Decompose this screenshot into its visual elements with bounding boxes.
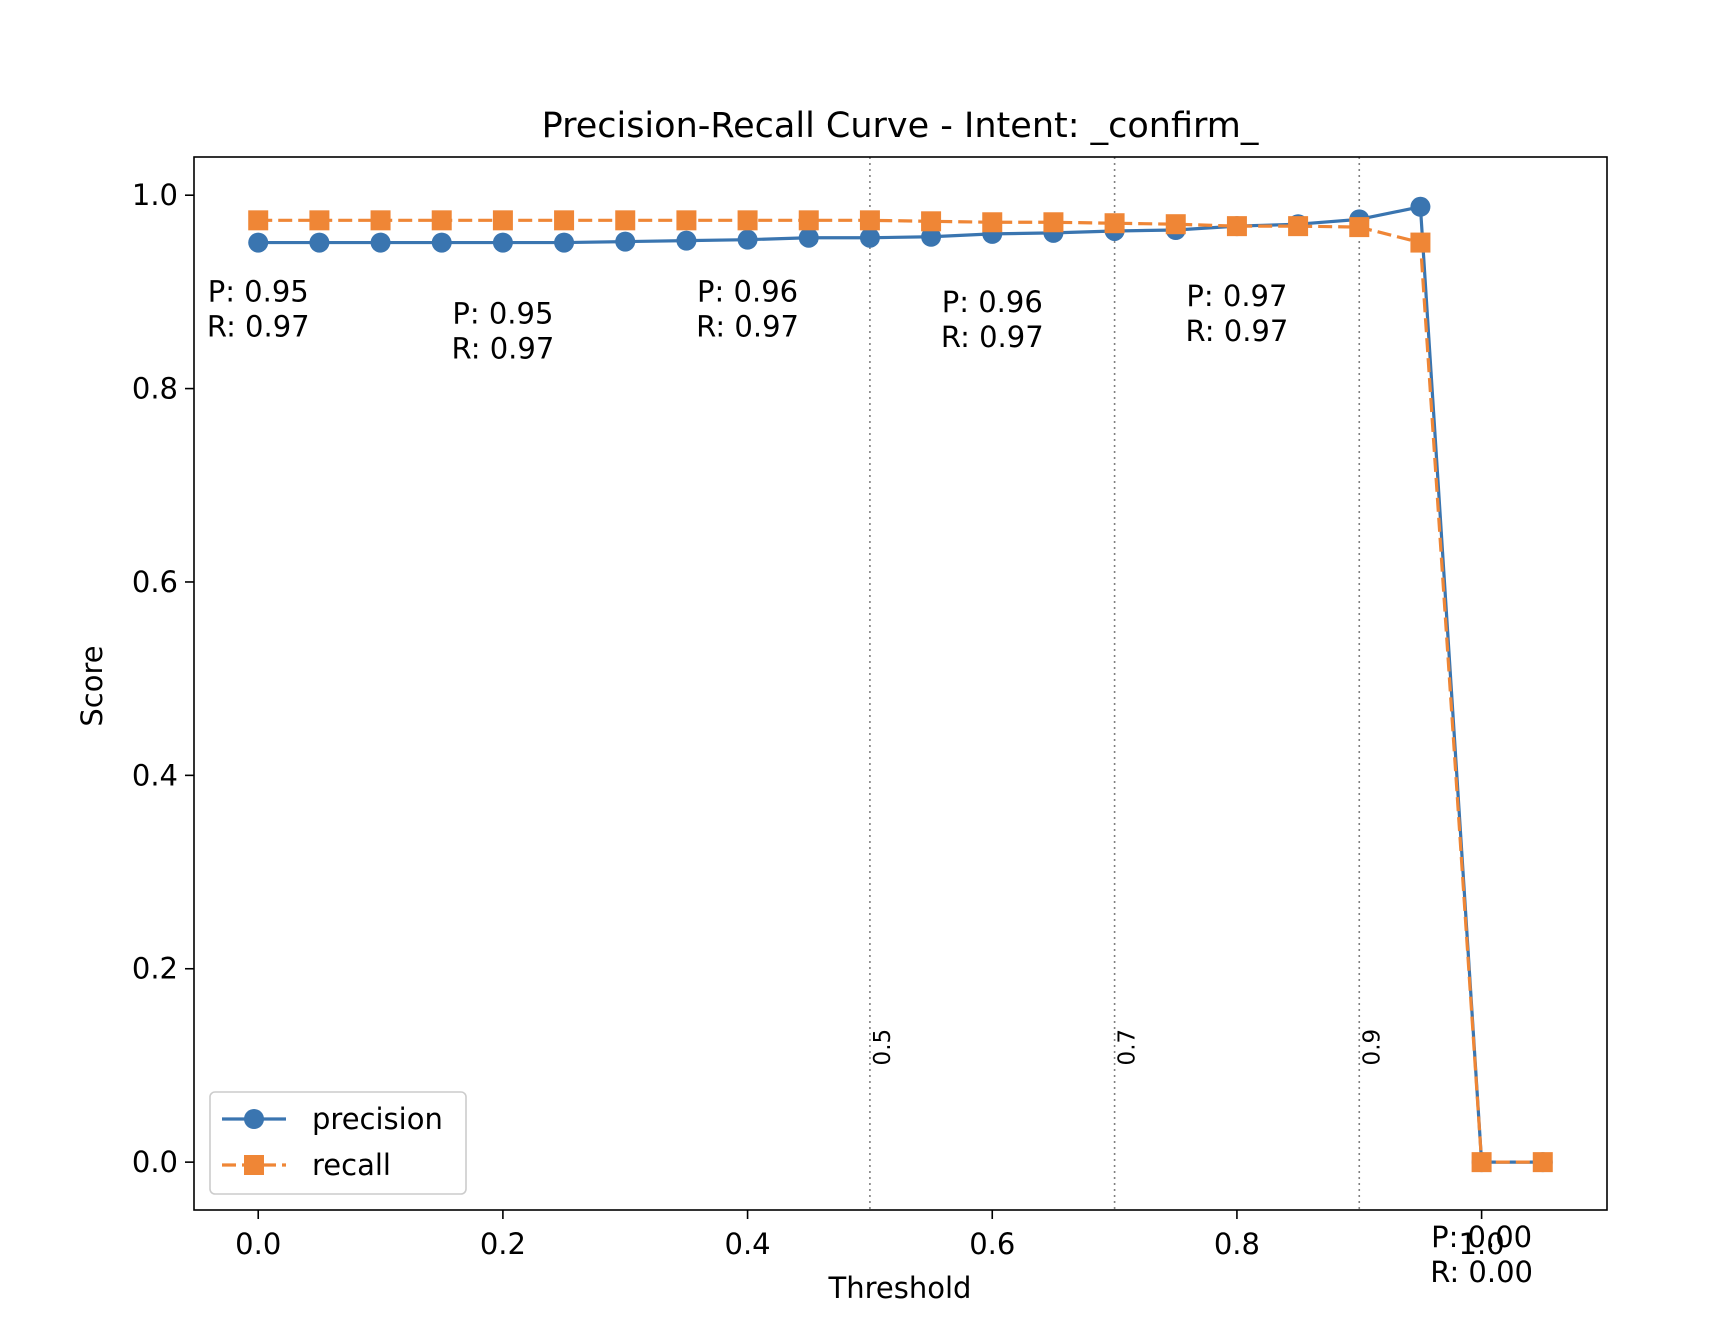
- recall-point: [921, 211, 942, 232]
- precision-series-line: [258, 205, 1543, 1164]
- precision-point: [737, 229, 758, 250]
- point-annotation: P: 0.96: [697, 274, 798, 308]
- recall-point: [492, 210, 513, 231]
- precision-point: [921, 226, 942, 247]
- y-tick-label: 0.8: [132, 372, 178, 406]
- precision-point: [431, 232, 452, 253]
- point-annotation: P: 0.96: [942, 285, 1043, 319]
- legend-precision-marker: [244, 1109, 264, 1129]
- point-annotation: P: 0.97: [1186, 279, 1287, 313]
- precision-point: [248, 232, 269, 253]
- x-tick-label: 0.6: [969, 1227, 1015, 1261]
- recall-point: [1532, 1152, 1553, 1173]
- x-tick-label: 0.8: [1214, 1227, 1260, 1261]
- point-annotation: R: 0.97: [696, 309, 799, 343]
- point-annotation: P: 0.95: [208, 274, 309, 308]
- threshold-reference-label: 0.5: [870, 1029, 896, 1066]
- threshold-reference-label: 0.9: [1359, 1029, 1385, 1066]
- recall-point: [1349, 217, 1370, 238]
- chart-title: Precision-Recall Curve - Intent: _confir…: [542, 106, 1259, 146]
- plot-frame: [193, 156, 1608, 1211]
- precision-point: [798, 227, 819, 248]
- point-annotation: R: 0.97: [1186, 314, 1289, 348]
- precision-point: [309, 232, 330, 253]
- recall-point: [1043, 212, 1064, 233]
- recall-point: [798, 210, 819, 231]
- precision-point: [1410, 196, 1431, 217]
- point-annotation: P: 0.95: [452, 297, 553, 331]
- recall-point: [676, 210, 697, 231]
- y-tick-label: 0.4: [132, 758, 178, 792]
- y-axis-label: Score: [75, 645, 109, 726]
- recall-point: [370, 210, 391, 231]
- recall-point: [1226, 216, 1247, 237]
- x-tick-label: 1.0: [1459, 1227, 1505, 1261]
- precision-point: [615, 231, 636, 252]
- recall-point: [615, 210, 636, 231]
- y-tick-label: 0.6: [132, 565, 178, 599]
- point-annotation: P: 0.00: [1431, 1220, 1532, 1254]
- legend: precision recall: [209, 1091, 467, 1195]
- recall-series-line: [258, 218, 1543, 1164]
- point-annotation: R: 0.97: [451, 332, 554, 366]
- x-tick-label: 0.2: [480, 1227, 526, 1261]
- precision-point: [859, 227, 880, 248]
- precision-point: [554, 232, 575, 253]
- legend-entry-label: recall: [312, 1148, 391, 1182]
- legend-entry-label: precision: [312, 1102, 443, 1136]
- point-annotation: R: 0.97: [941, 320, 1044, 354]
- recall-point: [1471, 1152, 1492, 1173]
- plot-area: 0.5 0.7 0.9 0.0 0.2 0.4 0.6 0.8 1.0 0.0 0.2 0.4 0.6 0…: [132, 156, 1608, 1289]
- recall-point: [1410, 232, 1431, 253]
- precision-point: [492, 232, 513, 253]
- recall-point: [248, 210, 269, 231]
- x-tick-label: 0.4: [725, 1227, 771, 1261]
- recall-point: [982, 212, 1003, 233]
- y-tick-label: 0.0: [132, 1145, 178, 1179]
- recall-point: [1288, 216, 1309, 237]
- recall-point: [1165, 214, 1186, 235]
- point-annotation: R: 0.00: [1430, 1255, 1533, 1289]
- y-tick-label: 1.0: [132, 178, 178, 212]
- recall-point: [1104, 213, 1125, 234]
- recall-point: [431, 210, 452, 231]
- recall-point: [554, 210, 575, 231]
- x-tick-label: 0.0: [235, 1227, 281, 1261]
- recall-point: [737, 210, 758, 231]
- point-annotation: R: 0.97: [207, 309, 310, 343]
- y-tick-label: 0.2: [132, 952, 178, 986]
- legend-recall-marker: [244, 1155, 264, 1175]
- precision-point: [676, 230, 697, 251]
- recall-point: [309, 210, 330, 231]
- recall-point: [859, 210, 880, 231]
- x-axis-label: Threshold: [828, 1271, 972, 1305]
- threshold-reference-label: 0.7: [1115, 1029, 1141, 1066]
- precision-point: [370, 232, 391, 253]
